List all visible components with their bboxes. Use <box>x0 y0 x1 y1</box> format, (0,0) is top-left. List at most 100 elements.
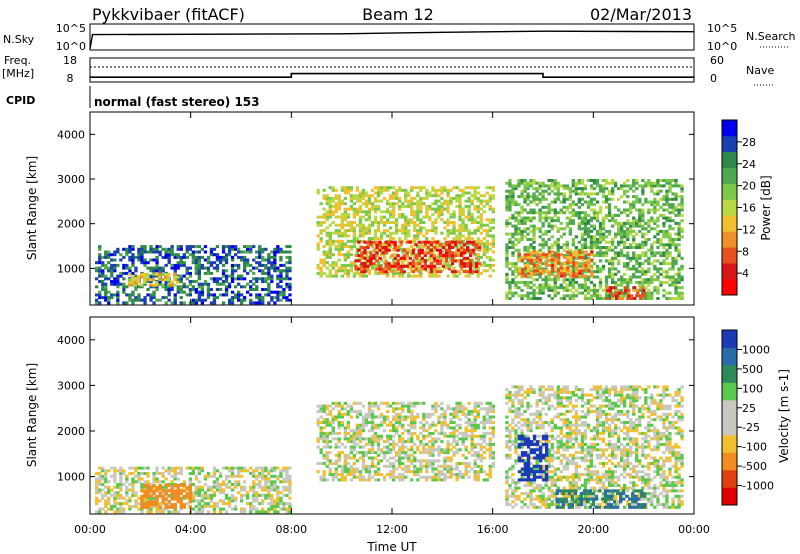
power-cell <box>197 293 201 297</box>
vel-cell <box>361 437 366 441</box>
power-cell <box>514 224 518 228</box>
power-cell <box>360 256 364 260</box>
power-cell <box>375 243 379 247</box>
power-cell <box>563 269 567 273</box>
vel-cell <box>288 488 292 492</box>
power-cell <box>556 267 560 271</box>
vel-cell <box>270 466 274 470</box>
power-cell <box>674 288 678 292</box>
vel-cell <box>358 470 363 474</box>
power-cell <box>432 259 437 263</box>
vel-cell <box>407 429 411 433</box>
power-cell <box>535 189 539 193</box>
power-cell <box>568 216 572 220</box>
power-cell <box>378 240 382 244</box>
vel-cell <box>98 507 102 511</box>
power-cell <box>319 202 323 206</box>
vel-cell <box>379 401 384 405</box>
power-cell <box>629 256 633 260</box>
power-cell <box>167 283 171 287</box>
power-cell <box>532 238 536 241</box>
power-cell <box>659 240 663 244</box>
vel-cell <box>358 440 363 444</box>
power-cell <box>538 297 542 300</box>
vel-cell <box>237 474 241 478</box>
vel-cell <box>167 466 171 470</box>
power-cell <box>337 229 341 233</box>
vel-cell <box>331 437 335 441</box>
power-cell <box>152 258 156 262</box>
vel-cell <box>364 415 369 419</box>
power-cell <box>574 246 578 249</box>
power-cell <box>459 240 464 244</box>
power-cell <box>623 208 627 212</box>
vel-cell <box>282 504 286 508</box>
power-cell <box>206 255 211 259</box>
power-cell <box>565 264 569 268</box>
vel-cell <box>197 472 201 475</box>
power-cell <box>520 269 525 273</box>
power-cell <box>476 221 480 224</box>
vel-cell <box>252 491 256 495</box>
power-cell <box>352 196 356 200</box>
power-cell <box>200 247 204 251</box>
power-cell <box>662 195 666 199</box>
power-cell <box>252 258 256 262</box>
power-cell <box>419 202 423 206</box>
power-cell <box>586 227 591 231</box>
power-cell <box>125 301 129 305</box>
power-cell <box>572 253 576 257</box>
power-cell <box>526 219 530 223</box>
power-cell <box>206 282 211 286</box>
power-cell <box>529 267 533 271</box>
power-cell <box>398 188 402 192</box>
power-cell <box>458 231 462 235</box>
power-cell <box>511 246 515 249</box>
vel-cell <box>349 467 353 471</box>
power-cell <box>176 280 180 284</box>
vel-cell <box>364 470 369 474</box>
power-cell <box>641 270 645 274</box>
power-cell <box>598 208 603 212</box>
vel-cell <box>358 401 363 405</box>
vel-cell <box>413 467 417 471</box>
power-cell <box>364 202 369 206</box>
power-cell <box>568 280 572 284</box>
vel-cell <box>343 426 347 430</box>
vel-cell <box>261 507 265 511</box>
power-cell <box>574 189 578 193</box>
power-cell <box>101 288 105 291</box>
power-cell <box>461 229 465 233</box>
power-cell <box>592 288 597 292</box>
power-cell <box>464 199 468 203</box>
power-cell <box>361 229 366 233</box>
vel-cell <box>407 470 411 474</box>
power-cell <box>357 267 361 271</box>
power-cell <box>580 221 585 225</box>
power-cell <box>173 253 177 257</box>
power-cell <box>337 215 341 219</box>
vel-cell <box>358 473 363 476</box>
power-cell <box>505 278 509 282</box>
power-cell <box>370 221 375 224</box>
power-cell <box>285 245 289 249</box>
power-cell <box>601 200 606 204</box>
vel-cell <box>325 437 329 441</box>
power-cell <box>456 270 461 274</box>
power-cell <box>632 205 636 209</box>
power-cell <box>595 238 600 241</box>
power-cell <box>520 267 524 271</box>
vel-cell <box>343 445 347 449</box>
power-cell <box>548 271 552 275</box>
power-cell <box>107 301 111 305</box>
power-cell <box>665 203 669 207</box>
vel-cell <box>331 426 335 430</box>
power-cell <box>470 213 474 216</box>
power-cell <box>379 271 384 275</box>
power-cell <box>122 266 126 270</box>
power-cell <box>429 270 433 274</box>
power-cell <box>665 179 669 182</box>
power-cell <box>653 254 657 258</box>
vel-cell <box>410 448 414 452</box>
power-cell <box>580 232 585 236</box>
